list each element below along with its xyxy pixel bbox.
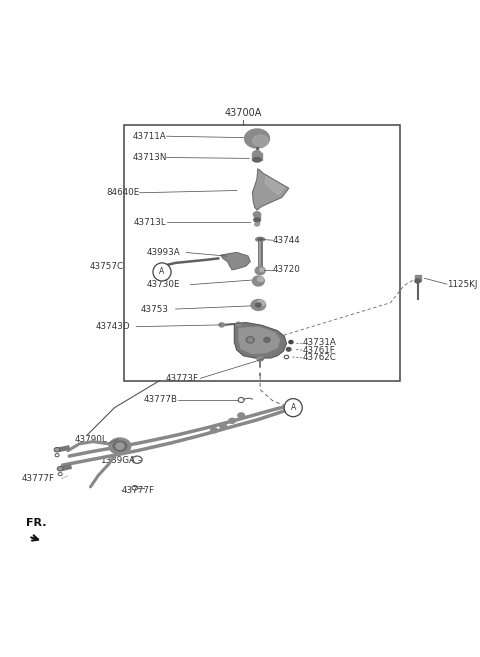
Bar	[252, 154, 263, 160]
Polygon shape	[239, 327, 280, 353]
Ellipse shape	[253, 150, 261, 156]
Ellipse shape	[220, 423, 227, 428]
Ellipse shape	[256, 237, 264, 241]
Text: 43777F: 43777F	[121, 486, 154, 495]
Text: FR.: FR.	[26, 518, 47, 528]
Ellipse shape	[287, 348, 291, 351]
Ellipse shape	[253, 212, 261, 217]
Ellipse shape	[289, 340, 293, 344]
Ellipse shape	[257, 277, 264, 281]
Circle shape	[153, 263, 171, 281]
Bar	[255, 219, 259, 225]
Ellipse shape	[288, 403, 298, 412]
Text: A: A	[290, 403, 296, 412]
Text: 43773F: 43773F	[165, 374, 198, 383]
Text: 43731A: 43731A	[302, 338, 336, 348]
Ellipse shape	[246, 336, 254, 343]
Text: 43757C: 43757C	[89, 261, 123, 271]
Text: 43777B: 43777B	[144, 396, 178, 405]
Bar	[415, 275, 421, 281]
Ellipse shape	[236, 322, 241, 326]
Ellipse shape	[229, 419, 236, 423]
Text: 43993A: 43993A	[146, 248, 180, 257]
Text: 43713L: 43713L	[134, 217, 167, 227]
Ellipse shape	[113, 441, 127, 451]
Ellipse shape	[260, 268, 264, 271]
Ellipse shape	[219, 323, 225, 327]
Ellipse shape	[257, 300, 265, 306]
Text: 43744: 43744	[273, 236, 300, 245]
Text: 1339GA: 1339GA	[100, 456, 135, 465]
Text: 43743D: 43743D	[96, 322, 131, 331]
Ellipse shape	[245, 129, 269, 148]
Ellipse shape	[252, 276, 264, 286]
Text: 43777F: 43777F	[22, 474, 55, 483]
Ellipse shape	[258, 238, 263, 240]
Ellipse shape	[252, 135, 268, 147]
Text: 43700A: 43700A	[225, 108, 262, 118]
Ellipse shape	[255, 223, 259, 226]
Polygon shape	[265, 175, 284, 195]
Text: 43761F: 43761F	[302, 346, 335, 355]
Polygon shape	[221, 252, 250, 269]
Text: 43790L: 43790L	[75, 435, 108, 444]
Text: 43730E: 43730E	[146, 280, 180, 289]
Bar	[123, 125, 399, 380]
Circle shape	[284, 399, 302, 417]
Text: 43711A: 43711A	[133, 131, 167, 141]
Ellipse shape	[264, 337, 270, 342]
Ellipse shape	[415, 279, 420, 283]
Ellipse shape	[251, 300, 265, 310]
Ellipse shape	[54, 447, 60, 452]
Ellipse shape	[116, 443, 124, 449]
Bar	[254, 214, 260, 220]
Ellipse shape	[254, 218, 260, 221]
Text: 43762C: 43762C	[302, 353, 336, 363]
Polygon shape	[252, 169, 288, 210]
Ellipse shape	[57, 466, 63, 471]
Text: 43720: 43720	[273, 265, 301, 274]
Ellipse shape	[256, 303, 261, 307]
Ellipse shape	[238, 413, 245, 418]
Ellipse shape	[248, 338, 252, 342]
Text: 84640E: 84640E	[106, 189, 139, 197]
Ellipse shape	[257, 357, 264, 361]
Text: 43713N: 43713N	[132, 153, 167, 162]
Ellipse shape	[211, 428, 217, 433]
Ellipse shape	[159, 264, 165, 268]
Ellipse shape	[109, 438, 131, 454]
Ellipse shape	[253, 158, 261, 162]
Text: 1125KJ: 1125KJ	[447, 280, 478, 288]
Text: A: A	[159, 267, 165, 277]
Ellipse shape	[255, 267, 265, 275]
Polygon shape	[234, 323, 287, 358]
Text: 43753: 43753	[141, 305, 169, 313]
